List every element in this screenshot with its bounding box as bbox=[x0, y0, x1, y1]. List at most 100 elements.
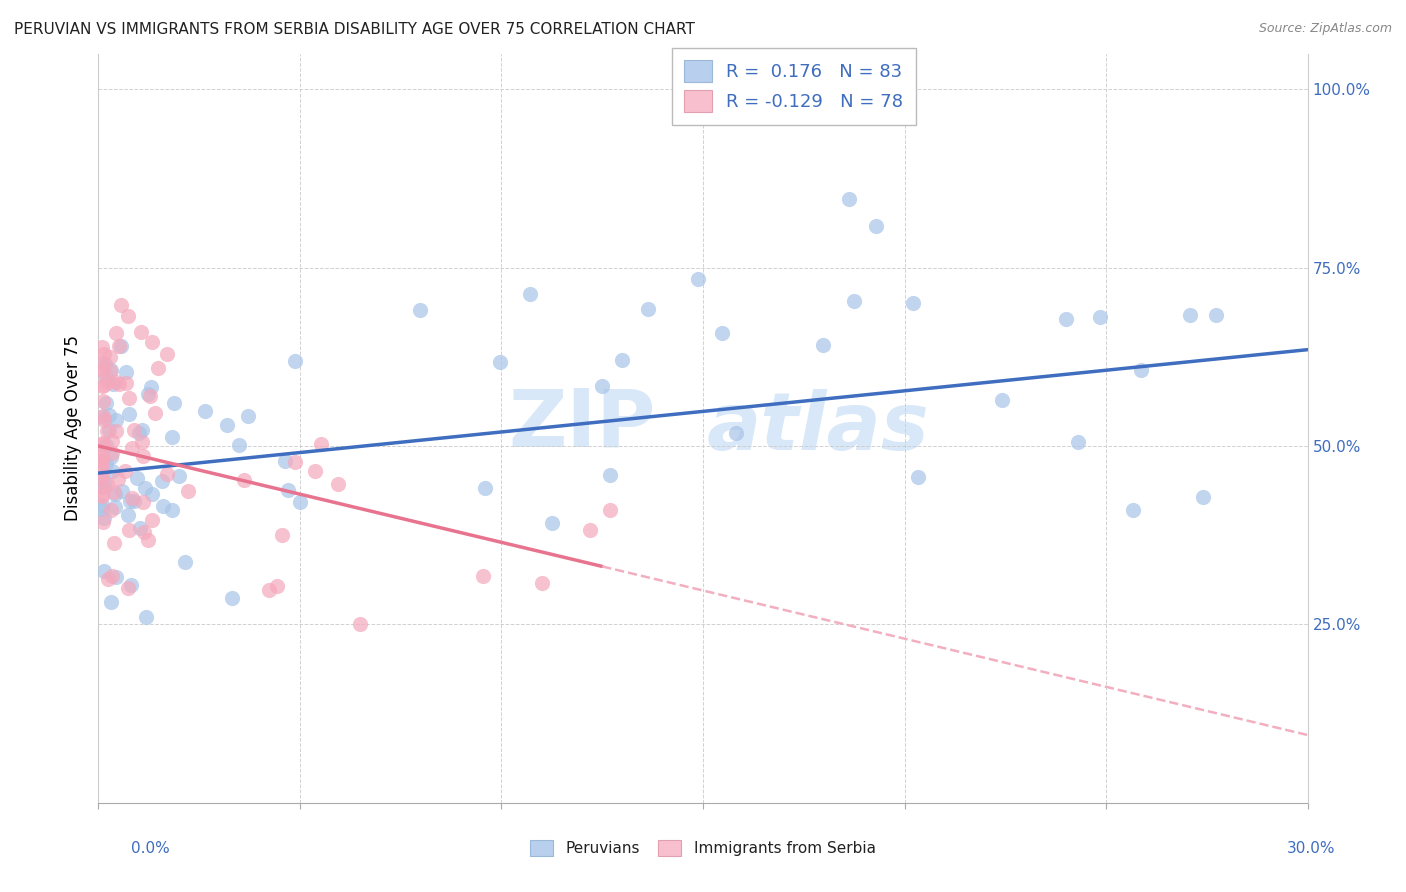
Text: 0.0%: 0.0% bbox=[131, 841, 170, 856]
Point bbox=[141, 487, 163, 501]
Point bbox=[131, 449, 153, 463]
Point bbox=[122, 494, 145, 508]
Point bbox=[114, 464, 136, 478]
Point bbox=[271, 527, 294, 541]
Point bbox=[139, 380, 162, 394]
Point bbox=[91, 364, 114, 378]
Point bbox=[91, 340, 114, 354]
Y-axis label: Disability Age Over 75: Disability Age Over 75 bbox=[65, 335, 83, 521]
Point bbox=[97, 572, 120, 586]
Point bbox=[472, 568, 495, 582]
Point bbox=[91, 454, 114, 468]
Text: PERUVIAN VS IMMIGRANTS FROM SERBIA DISABILITY AGE OVER 75 CORRELATION CHART: PERUVIAN VS IMMIGRANTS FROM SERBIA DISAB… bbox=[14, 22, 695, 37]
Point bbox=[110, 338, 132, 352]
Point bbox=[1088, 310, 1111, 325]
Point bbox=[97, 408, 120, 422]
Point bbox=[100, 450, 122, 464]
Point bbox=[129, 325, 152, 339]
Point bbox=[118, 494, 141, 508]
Point bbox=[134, 481, 156, 495]
Point bbox=[111, 484, 134, 499]
Point bbox=[105, 375, 128, 389]
Point bbox=[141, 513, 163, 527]
Point bbox=[93, 475, 115, 489]
Point bbox=[100, 363, 122, 377]
Point bbox=[129, 521, 152, 535]
Point bbox=[290, 495, 312, 509]
Point bbox=[104, 487, 127, 501]
Point bbox=[101, 446, 124, 460]
Point bbox=[117, 392, 139, 406]
Point bbox=[725, 425, 748, 440]
Point bbox=[94, 438, 117, 452]
Point bbox=[118, 523, 141, 537]
Point bbox=[94, 357, 117, 371]
Point bbox=[1205, 309, 1227, 323]
Point bbox=[93, 409, 115, 423]
Point bbox=[156, 467, 179, 481]
Point bbox=[114, 376, 136, 390]
Point bbox=[91, 379, 114, 393]
Point bbox=[233, 473, 256, 487]
Point bbox=[488, 354, 510, 368]
Point bbox=[98, 350, 121, 364]
Point bbox=[221, 591, 243, 605]
Point bbox=[1192, 491, 1215, 505]
Point bbox=[474, 481, 496, 495]
Point bbox=[107, 339, 129, 353]
Point bbox=[610, 352, 633, 367]
Point bbox=[141, 335, 163, 350]
Point bbox=[530, 576, 553, 591]
Point bbox=[91, 470, 114, 484]
Point bbox=[277, 483, 299, 497]
Point bbox=[96, 424, 118, 438]
Text: atlas: atlas bbox=[706, 389, 929, 467]
Point bbox=[591, 379, 613, 393]
Point bbox=[117, 309, 139, 323]
Point bbox=[91, 449, 114, 463]
Point bbox=[121, 491, 143, 505]
Point bbox=[865, 219, 887, 234]
Point bbox=[274, 454, 297, 468]
Point bbox=[541, 516, 564, 530]
Point bbox=[637, 302, 659, 317]
Point bbox=[117, 581, 139, 595]
Point bbox=[132, 495, 155, 509]
Point bbox=[91, 450, 114, 464]
Point bbox=[152, 499, 174, 513]
Point bbox=[122, 423, 145, 437]
Point bbox=[96, 396, 118, 410]
Point bbox=[97, 375, 120, 389]
Point bbox=[125, 471, 148, 485]
Point bbox=[121, 441, 143, 455]
Point bbox=[136, 533, 159, 547]
Point bbox=[96, 477, 118, 491]
Point bbox=[91, 488, 114, 502]
Point bbox=[1054, 312, 1077, 326]
Point bbox=[93, 564, 115, 578]
Point bbox=[349, 617, 371, 632]
Point bbox=[91, 452, 114, 467]
Point bbox=[131, 423, 153, 437]
Point bbox=[257, 582, 280, 597]
Text: 30.0%: 30.0% bbox=[1288, 841, 1336, 856]
Point bbox=[146, 360, 169, 375]
Point bbox=[135, 609, 157, 624]
Point bbox=[228, 438, 250, 452]
Point bbox=[236, 409, 259, 423]
Point bbox=[138, 389, 160, 403]
Point bbox=[174, 555, 197, 569]
Point bbox=[98, 423, 121, 437]
Point bbox=[309, 437, 332, 451]
Point bbox=[105, 326, 128, 340]
Point bbox=[93, 479, 115, 493]
Point bbox=[91, 361, 114, 376]
Point bbox=[579, 523, 602, 537]
Point bbox=[91, 355, 114, 369]
Point bbox=[711, 326, 734, 340]
Point bbox=[177, 483, 200, 498]
Point bbox=[991, 392, 1014, 407]
Point bbox=[284, 455, 307, 469]
Point bbox=[1129, 363, 1152, 377]
Point bbox=[91, 502, 114, 516]
